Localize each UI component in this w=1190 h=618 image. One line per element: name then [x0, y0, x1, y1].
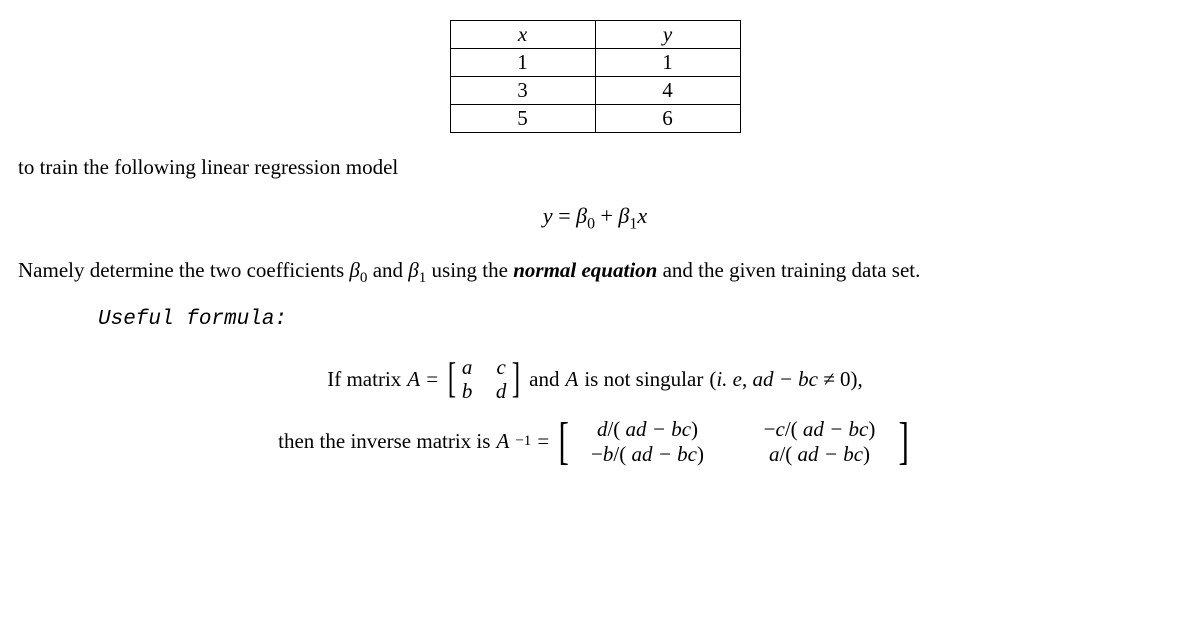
formula-line-1: If matrix A = [ a c b d ] and A is not s… [18, 355, 1172, 403]
table-row: 5 6 [450, 105, 740, 133]
table-row: 3 4 [450, 77, 740, 105]
useful-formula-heading: Useful formula: [98, 308, 1172, 331]
task-text: Namely determine the two coefficients β0… [18, 256, 1172, 289]
table-row: 1 1 [450, 49, 740, 77]
intro-text: to train the following linear regression… [18, 153, 1172, 181]
col-header-y: y [595, 21, 740, 49]
regression-equation: y = β0 + β1x [18, 203, 1172, 233]
normal-equation-emphasis: normal equation [513, 258, 657, 282]
matrix-A: [ a c b d ] [445, 355, 523, 403]
inverse-formula: If matrix A = [ a c b d ] and A is not s… [18, 355, 1172, 467]
formula-line-2: then the inverse matrix is A−1 = [ d/( a… [18, 410, 1172, 468]
matrix-A-inverse: [ d/( ad − bc) −c/( ad − bc) −b/( ad − b… [555, 416, 912, 468]
col-header-x: x [450, 21, 595, 49]
training-data-table: x y 1 1 3 4 5 6 [450, 20, 741, 133]
